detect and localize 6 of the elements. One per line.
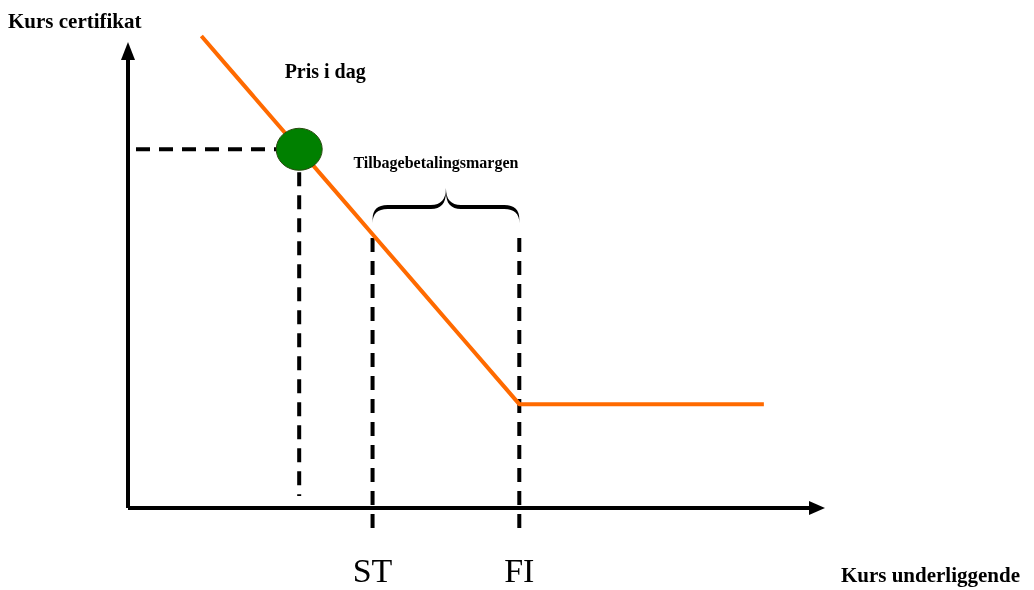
annotation: Tilbagebetalingsmargen — [353, 154, 519, 172]
annotation: Pris i dag — [284, 60, 366, 83]
x-tick-label: FI — [504, 552, 535, 589]
x-axis-title: Kurs underliggende — [840, 563, 1020, 587]
y-axis-title: Kurs certifikat — [8, 9, 142, 33]
x-tick-label: ST — [352, 552, 393, 589]
